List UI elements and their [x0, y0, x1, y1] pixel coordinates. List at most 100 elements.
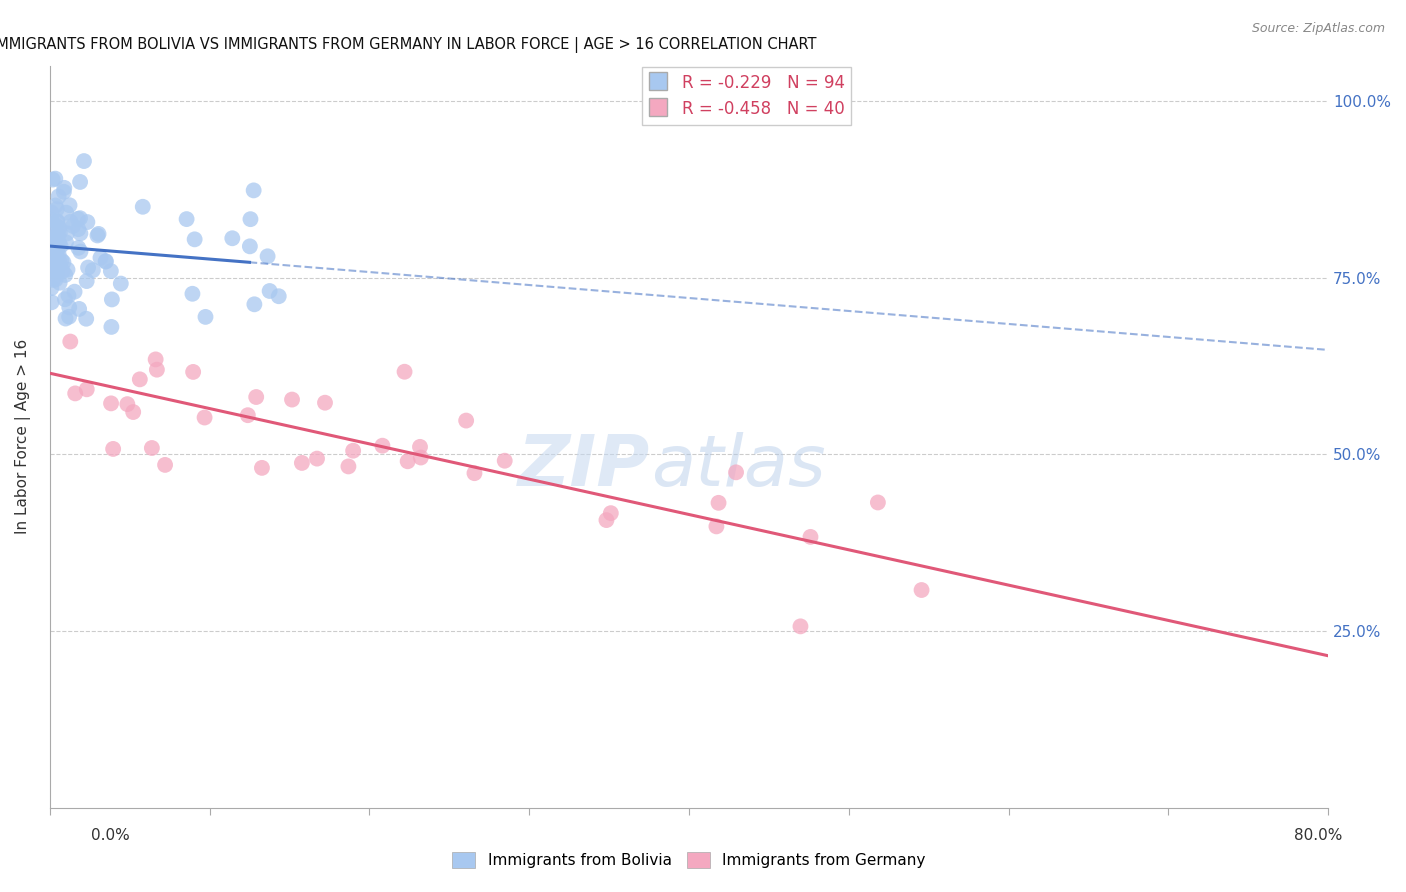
Point — [89, 251, 111, 265]
Text: atlas: atlas — [651, 432, 825, 501]
Point — [52, 185, 75, 199]
Y-axis label: In Labor Force | Age > 16: In Labor Force | Age > 16 — [15, 339, 31, 534]
Point — [87, 227, 110, 241]
Point — [56, 227, 79, 241]
Text: 80.0%: 80.0% — [1295, 828, 1343, 843]
Point — [59, 334, 82, 349]
Point — [181, 365, 204, 379]
Point — [48, 221, 70, 235]
Point — [66, 211, 89, 226]
Point — [76, 382, 98, 396]
Point — [146, 362, 169, 376]
Point — [73, 154, 96, 169]
Point — [41, 281, 63, 295]
Point — [55, 311, 77, 326]
Point — [110, 277, 132, 291]
Point — [49, 225, 72, 239]
Point — [221, 231, 243, 245]
Point — [314, 395, 336, 409]
Point — [45, 219, 67, 233]
Point — [409, 450, 432, 465]
Point — [45, 272, 67, 286]
Point — [42, 240, 65, 254]
Point — [67, 241, 90, 255]
Point — [291, 456, 314, 470]
Point — [42, 273, 65, 287]
Point — [256, 249, 278, 263]
Point — [45, 202, 67, 217]
Point — [45, 228, 67, 243]
Point — [789, 619, 811, 633]
Point — [239, 212, 262, 227]
Point — [153, 458, 176, 472]
Point — [145, 352, 167, 367]
Point — [242, 183, 264, 197]
Point — [41, 220, 63, 235]
Text: 0.0%: 0.0% — [91, 828, 131, 843]
Point — [52, 264, 75, 278]
Point — [53, 292, 76, 306]
Point — [141, 441, 163, 455]
Point — [100, 264, 122, 278]
Point — [42, 265, 65, 279]
Text: ZIP: ZIP — [519, 432, 651, 501]
Point — [245, 390, 267, 404]
Point — [181, 286, 204, 301]
Point — [49, 239, 72, 253]
Point — [595, 513, 617, 527]
Point — [51, 253, 73, 268]
Point — [707, 496, 730, 510]
Point — [281, 392, 304, 407]
Point — [100, 396, 122, 410]
Point — [117, 397, 139, 411]
Point — [48, 254, 70, 268]
Point — [463, 466, 485, 480]
Point — [183, 232, 205, 246]
Point — [243, 297, 266, 311]
Text: IMMIGRANTS FROM BOLIVIA VS IMMIGRANTS FROM GERMANY IN LABOR FORCE | AGE > 16 COR: IMMIGRANTS FROM BOLIVIA VS IMMIGRANTS FR… — [0, 37, 817, 54]
Point — [259, 284, 281, 298]
Point — [77, 260, 100, 275]
Point — [396, 454, 419, 468]
Point — [46, 242, 69, 256]
Point — [176, 212, 198, 227]
Point — [100, 320, 122, 334]
Point — [94, 254, 117, 268]
Point — [44, 171, 66, 186]
Point — [128, 372, 150, 386]
Point — [46, 214, 69, 228]
Point — [132, 200, 155, 214]
Point — [58, 310, 80, 324]
Point — [706, 519, 728, 533]
Point — [456, 413, 478, 427]
Point — [41, 213, 63, 227]
Point — [63, 285, 86, 299]
Point — [58, 288, 80, 302]
Point — [122, 405, 145, 419]
Point — [194, 310, 217, 324]
Point — [41, 262, 63, 277]
Point — [45, 243, 67, 257]
Point — [55, 205, 77, 219]
Point — [48, 258, 70, 272]
Point — [55, 235, 77, 250]
Point — [67, 222, 90, 236]
Point — [82, 263, 104, 277]
Point — [46, 265, 69, 279]
Point — [48, 189, 70, 203]
Point — [75, 311, 97, 326]
Point — [45, 198, 67, 212]
Point — [866, 495, 889, 509]
Point — [725, 466, 748, 480]
Point — [41, 172, 63, 186]
Point — [76, 274, 98, 288]
Point — [194, 410, 217, 425]
Point — [337, 459, 360, 474]
Point — [67, 301, 90, 316]
Text: Source: ZipAtlas.com: Source: ZipAtlas.com — [1251, 22, 1385, 36]
Point — [53, 181, 76, 195]
Point — [59, 215, 82, 229]
Point — [239, 239, 262, 253]
Point — [52, 255, 75, 269]
Point — [62, 219, 84, 233]
